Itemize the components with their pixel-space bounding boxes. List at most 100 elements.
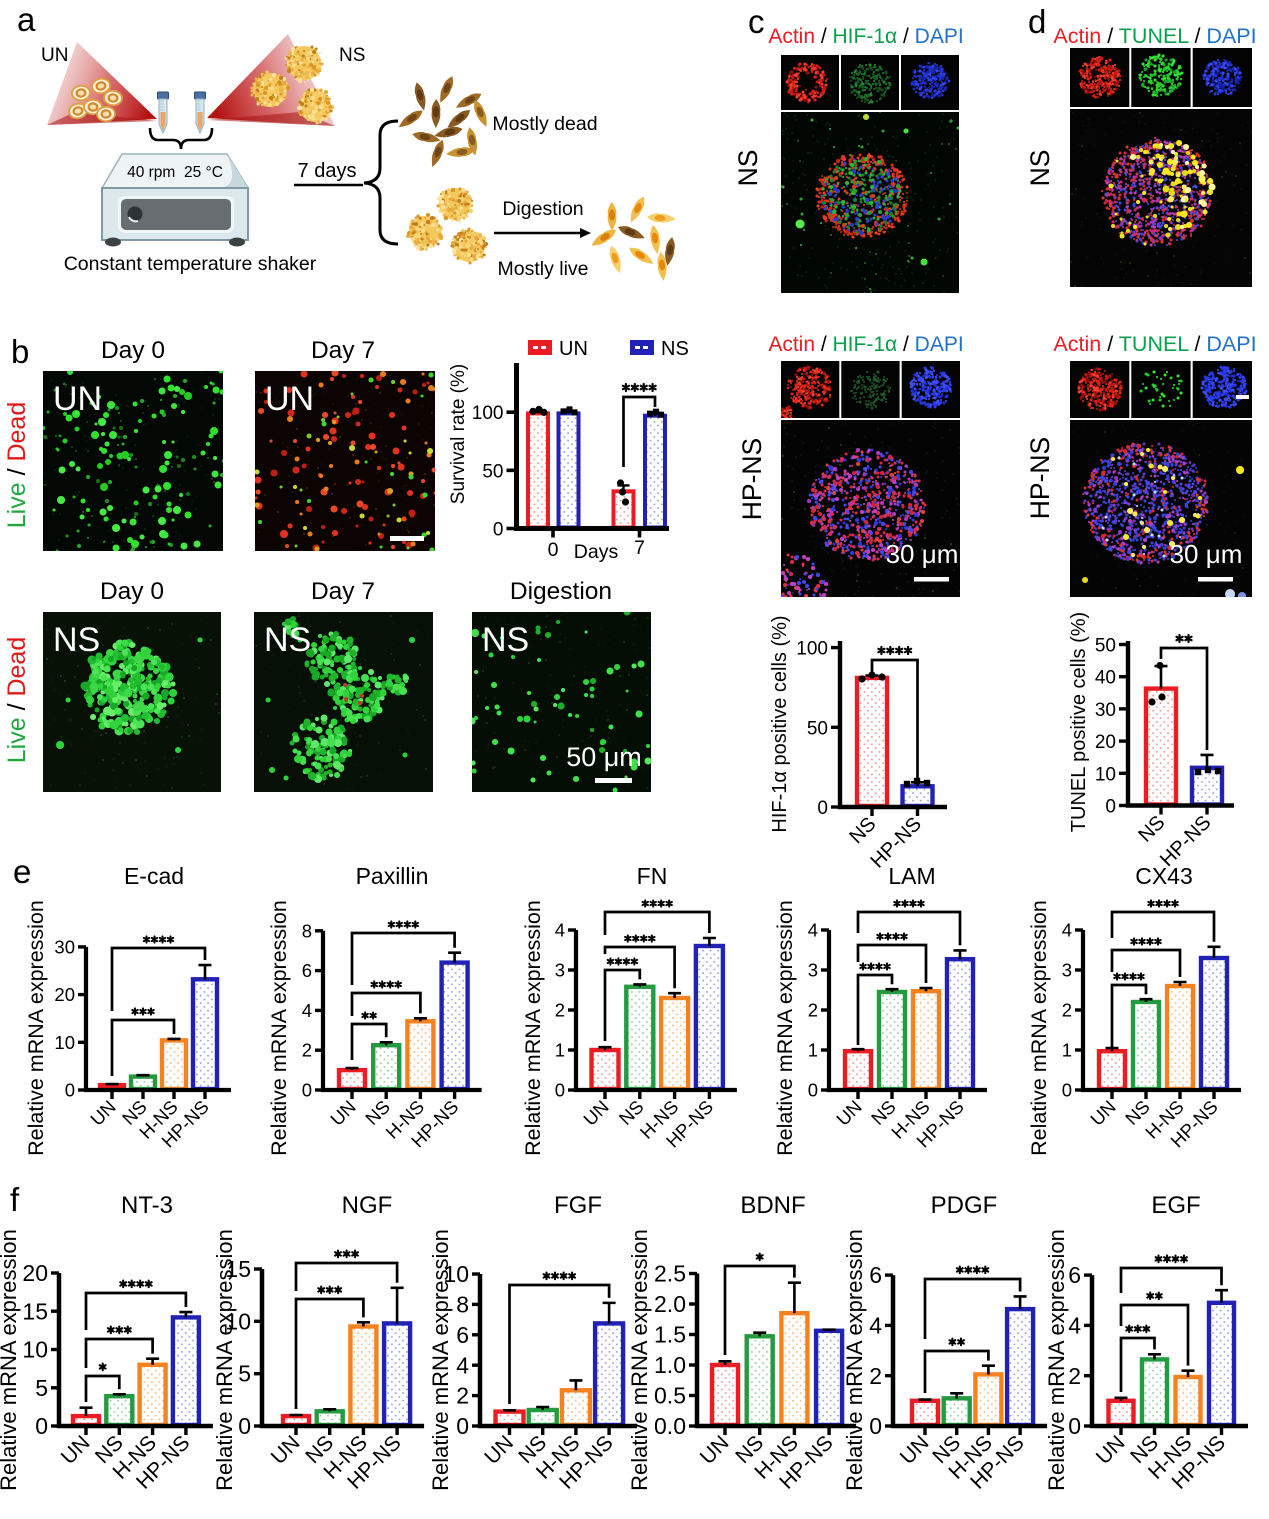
svg-text:Day 0: Day 0 — [100, 578, 164, 605]
svg-text:e: e — [13, 853, 31, 890]
svg-text:50: 50 — [482, 461, 503, 482]
svg-text:6: 6 — [302, 960, 312, 981]
svg-text:E-cad: E-cad — [124, 863, 184, 889]
svg-text:0: 0 — [548, 539, 559, 561]
svg-text:NS: NS — [1025, 150, 1055, 187]
svg-text:2: 2 — [456, 1383, 469, 1409]
svg-text:b: b — [11, 333, 29, 370]
svg-text:3: 3 — [555, 959, 565, 980]
svg-text:6: 6 — [456, 1322, 469, 1348]
svg-text:30: 30 — [54, 936, 75, 957]
svg-text:NS: NS — [53, 621, 100, 659]
svg-text:8: 8 — [456, 1291, 469, 1317]
svg-text:6: 6 — [869, 1262, 882, 1288]
svg-text:0: 0 — [1068, 1413, 1081, 1439]
svg-text:0: 0 — [35, 1413, 48, 1439]
svg-text:0: 0 — [555, 1079, 565, 1100]
svg-text:0: 0 — [456, 1413, 469, 1439]
svg-text:Live / Dead: Live / Dead — [3, 637, 31, 763]
svg-text:0: 0 — [869, 1413, 882, 1439]
svg-text:Relative mRNA expression: Relative mRNA expression — [267, 900, 291, 1156]
svg-text:4: 4 — [869, 1312, 882, 1338]
svg-text:UN: UN — [265, 380, 314, 418]
svg-text:d: d — [1028, 3, 1046, 40]
svg-text:Actin / HIF-1α / DAPI: Actin / HIF-1α / DAPI — [768, 25, 963, 48]
svg-text:Mostly dead: Mostly dead — [492, 113, 597, 135]
svg-text:7: 7 — [634, 537, 645, 559]
svg-text:Relative mRNA expression: Relative mRNA expression — [521, 900, 545, 1156]
svg-text:5: 5 — [238, 1361, 251, 1387]
svg-text:a: a — [17, 1, 36, 38]
svg-text:0.5: 0.5 — [654, 1383, 686, 1409]
svg-text:20: 20 — [22, 1260, 48, 1286]
svg-text:Relative mRNA expression: Relative mRNA expression — [24, 900, 48, 1156]
svg-text:EGF: EGF — [1151, 1192, 1200, 1219]
svg-text:2: 2 — [302, 1040, 312, 1061]
svg-text:UN: UN — [559, 338, 588, 360]
svg-text:Survival rate (%): Survival rate (%) — [448, 364, 469, 504]
svg-text:3: 3 — [1062, 959, 1072, 980]
svg-text:Actin / HIF-1α / DAPI: Actin / HIF-1α / DAPI — [768, 333, 963, 356]
svg-text:30 μm: 30 μm — [1170, 539, 1243, 569]
svg-text:NS: NS — [339, 45, 365, 66]
svg-text:PDGF: PDGF — [931, 1192, 998, 1219]
svg-text:50: 50 — [807, 718, 828, 739]
svg-text:10: 10 — [1095, 764, 1116, 785]
svg-text:Actin / TUNEL / DAPI: Actin / TUNEL / DAPI — [1053, 332, 1256, 356]
svg-text:4: 4 — [302, 1000, 312, 1021]
svg-text:0.0: 0.0 — [654, 1413, 686, 1439]
svg-text:50 μm: 50 μm — [566, 742, 642, 772]
svg-text:Digestion: Digestion — [510, 578, 612, 605]
svg-text:10: 10 — [225, 1308, 251, 1334]
svg-text:NGF: NGF — [342, 1192, 393, 1219]
svg-text:UN: UN — [41, 45, 68, 66]
svg-text:40: 40 — [1095, 668, 1116, 689]
svg-text:10: 10 — [443, 1261, 469, 1287]
svg-text:FN: FN — [637, 863, 668, 889]
svg-text:100: 100 — [472, 403, 504, 424]
svg-text:0: 0 — [1062, 1079, 1072, 1100]
svg-text:10: 10 — [22, 1337, 48, 1363]
svg-text:0: 0 — [238, 1413, 251, 1439]
svg-text:f: f — [10, 1181, 20, 1218]
svg-text:0: 0 — [817, 798, 828, 819]
svg-text:Relative mRNA expression: Relative mRNA expression — [627, 1229, 652, 1491]
svg-text:LAM: LAM — [888, 863, 935, 889]
svg-text:0: 0 — [493, 520, 504, 541]
svg-text:0: 0 — [65, 1079, 75, 1100]
svg-text:100: 100 — [796, 639, 828, 660]
svg-text:Relative mRNA expression: Relative mRNA expression — [842, 1229, 867, 1491]
svg-text:7 days: 7 days — [298, 160, 357, 182]
svg-text:4: 4 — [1062, 919, 1072, 940]
svg-text:4: 4 — [456, 1352, 469, 1378]
svg-text:30 μm: 30 μm — [886, 539, 959, 569]
svg-text:1: 1 — [1062, 1039, 1072, 1060]
svg-text:0: 0 — [808, 1079, 818, 1100]
svg-text:20: 20 — [54, 984, 75, 1005]
svg-text:NS: NS — [733, 150, 763, 187]
svg-text:BDNF: BDNF — [740, 1192, 805, 1219]
svg-text:4: 4 — [1068, 1312, 1081, 1338]
svg-text:Day 7: Day 7 — [311, 337, 375, 364]
svg-text:10: 10 — [54, 1032, 75, 1053]
svg-text:2: 2 — [808, 999, 818, 1020]
svg-text:Actin / TUNEL / DAPI: Actin / TUNEL / DAPI — [1053, 24, 1256, 48]
svg-text:Relative mRNA expression: Relative mRNA expression — [1044, 1229, 1069, 1491]
svg-text:HP-NS: HP-NS — [1025, 437, 1055, 519]
svg-text:Relative mRNA expression: Relative mRNA expression — [773, 900, 797, 1156]
svg-text:Digestion: Digestion — [502, 198, 583, 220]
svg-text:1.0: 1.0 — [654, 1352, 686, 1378]
svg-text:2: 2 — [1062, 999, 1072, 1020]
svg-text:c: c — [748, 3, 765, 40]
svg-text:HIF-1α positive cells (%): HIF-1α positive cells (%) — [769, 615, 791, 832]
svg-text:15: 15 — [22, 1298, 48, 1324]
svg-text:4: 4 — [555, 919, 565, 940]
svg-text:NS: NS — [264, 621, 311, 659]
svg-text:CX43: CX43 — [1135, 863, 1193, 889]
svg-text:Paxillin: Paxillin — [356, 863, 429, 889]
svg-text:1: 1 — [555, 1039, 565, 1060]
svg-text:Relative mRNA expression: Relative mRNA expression — [212, 1229, 237, 1491]
svg-text:2: 2 — [1068, 1363, 1081, 1389]
svg-text:30: 30 — [1095, 700, 1116, 721]
svg-text:1.5: 1.5 — [654, 1322, 686, 1348]
